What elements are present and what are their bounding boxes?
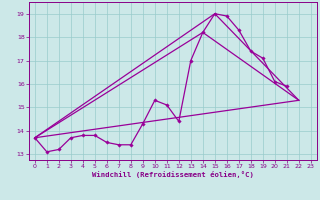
X-axis label: Windchill (Refroidissement éolien,°C): Windchill (Refroidissement éolien,°C) [92, 171, 254, 178]
